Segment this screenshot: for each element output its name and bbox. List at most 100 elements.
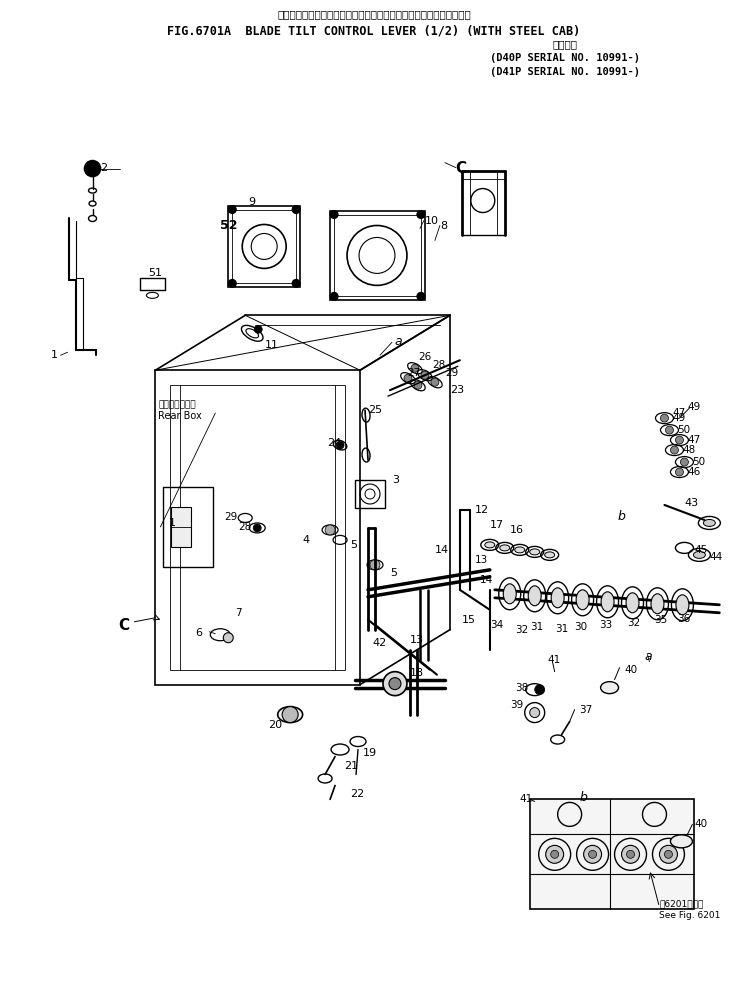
Text: 49: 49 [688,402,700,412]
Text: 10: 10 [425,216,439,226]
Ellipse shape [703,520,715,527]
Text: 31: 31 [530,622,543,632]
Text: 14: 14 [435,544,449,555]
Text: 27: 27 [407,368,420,379]
Ellipse shape [89,201,96,206]
Text: 6: 6 [195,628,202,638]
Text: a: a [395,336,402,348]
Circle shape [282,706,298,723]
Bar [334,215,421,296]
Text: 13: 13 [475,555,488,565]
Text: 4: 4 [302,535,309,544]
Circle shape [228,206,236,214]
Text: b: b [580,792,587,804]
Text: 32: 32 [628,618,641,628]
Text: 第6201図参照: 第6201図参照 [659,900,704,908]
Text: 47: 47 [688,436,700,445]
Bar [330,211,425,300]
Circle shape [330,292,338,300]
Text: 20: 20 [268,720,282,730]
Text: 26: 26 [418,352,431,362]
Ellipse shape [694,551,706,558]
Text: FIG.6701A  BLADE TILT CONTROL LEVER (1/2) (WITH STEEL CAB): FIG.6701A BLADE TILT CONTROL LEVER (1/2)… [167,25,580,38]
Text: 40: 40 [625,665,637,675]
Text: 40: 40 [694,819,708,829]
Text: 35: 35 [655,615,667,625]
Circle shape [659,846,677,863]
Ellipse shape [551,588,564,608]
Text: 18: 18 [410,668,424,678]
Circle shape [431,379,439,387]
Circle shape [530,707,540,717]
Text: b: b [617,510,625,523]
Circle shape [676,437,683,444]
Bar [170,386,345,670]
Text: 39: 39 [510,699,523,709]
Circle shape [365,489,375,499]
Circle shape [254,326,262,334]
Ellipse shape [626,593,639,613]
Ellipse shape [500,544,510,551]
Ellipse shape [651,594,664,614]
Circle shape [589,851,597,858]
Circle shape [665,426,673,435]
Text: 29: 29 [445,368,458,379]
Circle shape [370,560,380,570]
Text: 9: 9 [248,196,255,207]
Circle shape [622,846,640,863]
Ellipse shape [485,542,495,548]
Text: 42: 42 [372,638,386,647]
Text: 51: 51 [148,269,163,279]
Bar [232,210,296,284]
Ellipse shape [278,706,303,723]
Bar [172,507,191,546]
Circle shape [411,364,419,372]
Text: 41: 41 [548,654,561,665]
Text: 36: 36 [677,614,691,624]
Circle shape [292,280,300,287]
Text: 30: 30 [574,622,588,632]
Bar [355,480,385,508]
Text: 8: 8 [440,221,447,231]
Text: 24: 24 [327,439,342,448]
Circle shape [223,633,233,643]
Text: 11: 11 [265,340,279,350]
Text: 16: 16 [510,525,524,535]
Ellipse shape [670,835,692,848]
Text: 44: 44 [709,552,723,562]
Text: (D41P SERIAL NO. 10991-): (D41P SERIAL NO. 10991-) [490,67,640,77]
Text: See Fig. 6201: See Fig. 6201 [659,911,721,920]
Bar [155,370,360,685]
Text: 34: 34 [490,620,503,630]
Bar [228,206,300,287]
Text: 43: 43 [685,498,699,508]
Circle shape [670,446,679,454]
Text: 1: 1 [51,350,58,360]
Circle shape [546,846,564,863]
Text: 52: 52 [220,219,237,232]
Ellipse shape [676,594,689,615]
Text: 19: 19 [363,748,377,757]
Text: ブレード　チルト　コントロール　レバー　　　　スチールキャブ付: ブレード チルト コントロール レバー スチールキャブ付 [277,9,471,19]
Circle shape [661,414,668,422]
Circle shape [228,280,236,287]
Text: 3: 3 [392,475,399,485]
Circle shape [583,846,601,863]
Text: 21: 21 [344,761,358,771]
Bar [163,487,213,567]
Ellipse shape [528,586,542,606]
Circle shape [253,524,261,532]
Ellipse shape [503,584,516,603]
Text: 31: 31 [555,624,568,634]
Circle shape [535,685,545,695]
Text: 29: 29 [224,512,237,522]
Ellipse shape [601,682,619,694]
Text: 45: 45 [694,544,708,555]
Text: 33: 33 [600,620,613,630]
Text: 15: 15 [462,615,476,625]
Ellipse shape [601,592,614,612]
Text: 22: 22 [350,790,364,800]
Text: 14: 14 [480,575,493,585]
Circle shape [414,382,422,389]
Ellipse shape [88,216,97,222]
